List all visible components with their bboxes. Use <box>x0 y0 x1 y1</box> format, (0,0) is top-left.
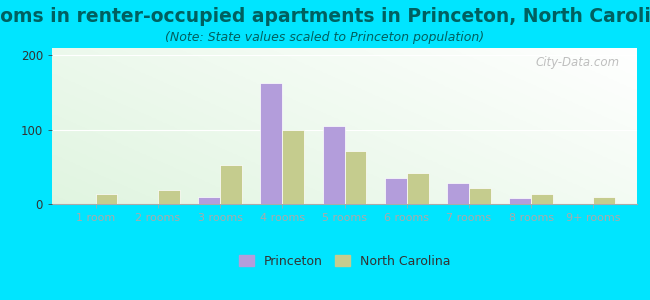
Bar <box>220 165 242 204</box>
Bar <box>282 130 304 204</box>
Bar <box>261 83 282 204</box>
Bar <box>447 183 469 204</box>
Bar <box>198 196 220 204</box>
Bar <box>510 198 531 204</box>
Text: City-Data.com: City-Data.com <box>536 56 619 69</box>
Bar <box>96 194 118 204</box>
Bar <box>344 151 367 204</box>
Bar <box>385 178 407 204</box>
Bar <box>593 196 615 204</box>
Legend: Princeton, North Carolina: Princeton, North Carolina <box>233 250 456 273</box>
Bar <box>407 173 428 204</box>
Bar <box>158 190 179 204</box>
Text: (Note: State values scaled to Princeton population): (Note: State values scaled to Princeton … <box>166 32 484 44</box>
Text: Rooms in renter-occupied apartments in Princeton, North Carolina: Rooms in renter-occupied apartments in P… <box>0 8 650 26</box>
Bar <box>469 188 491 204</box>
Bar <box>322 126 344 204</box>
Bar <box>531 194 553 204</box>
